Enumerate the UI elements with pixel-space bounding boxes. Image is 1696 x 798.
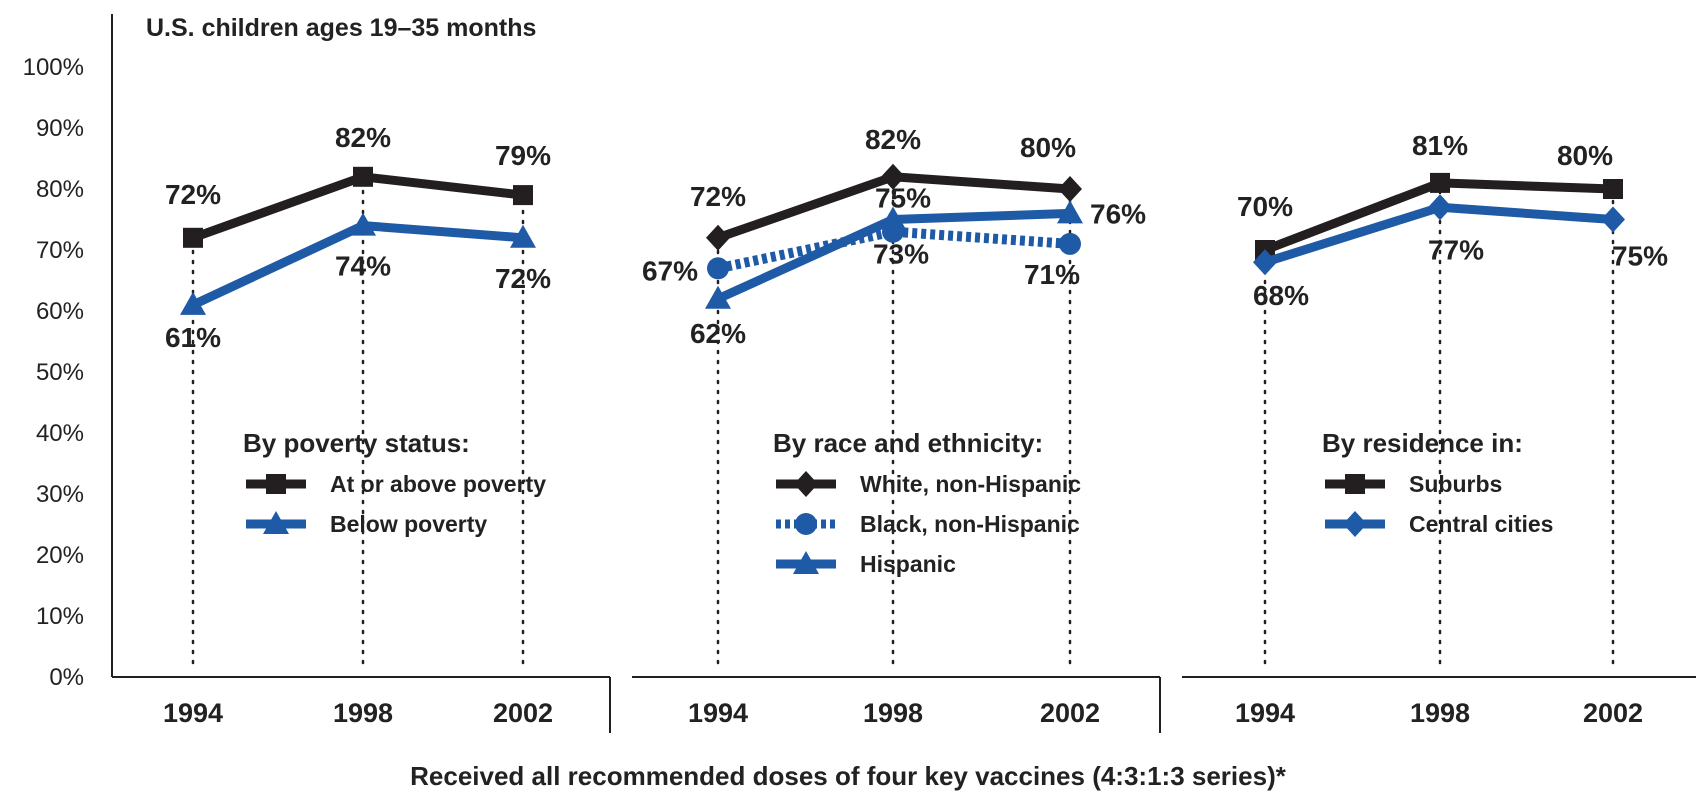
y-tick-label: 40% xyxy=(36,420,84,447)
marker-triangle xyxy=(263,511,289,534)
y-tick-label: 10% xyxy=(36,603,84,630)
marker-diamond xyxy=(794,471,818,497)
marker-triangle xyxy=(350,212,376,236)
data-label: 62% xyxy=(690,318,746,349)
y-tick-label: 60% xyxy=(36,298,84,325)
marker-square xyxy=(183,227,203,248)
marker-diamond xyxy=(1058,176,1082,202)
series-line xyxy=(716,226,1071,274)
x-tick-label: 2002 xyxy=(1040,698,1100,728)
data-label: 79% xyxy=(495,140,551,171)
data-label: 68% xyxy=(1253,280,1309,311)
y-tick-label: 80% xyxy=(36,176,84,203)
data-label: 72% xyxy=(690,181,746,212)
series-layer xyxy=(180,163,1625,315)
data-label: 80% xyxy=(1020,132,1076,163)
x-tick-label: 1998 xyxy=(1410,698,1470,728)
marker-triangle xyxy=(1057,200,1083,224)
data-label: 76% xyxy=(1090,198,1146,229)
legends-layer: By poverty status: At or above poverty Bel… xyxy=(243,428,1553,577)
marker-square xyxy=(1603,179,1623,199)
y-tick-label: 100% xyxy=(23,54,84,81)
x-tick-label: 1994 xyxy=(688,698,748,728)
marker-circle xyxy=(795,513,817,535)
legend-title: By residence in: xyxy=(1322,428,1523,458)
data-label: 74% xyxy=(335,251,391,282)
data-label: 77% xyxy=(1428,234,1484,265)
x-tick-label: 2002 xyxy=(1583,698,1643,728)
data-label: 70% xyxy=(1237,191,1293,222)
chart-subtitle: U.S. children ages 19–35 months xyxy=(146,14,536,42)
legend-label: At or above poverty xyxy=(330,471,546,497)
y-tick-label: 0% xyxy=(49,664,84,691)
x-tick-label: 1994 xyxy=(1235,698,1295,728)
data-label: 75% xyxy=(875,183,931,214)
marker-square xyxy=(353,166,373,187)
data-label: 75% xyxy=(1612,241,1668,272)
marker-diamond xyxy=(706,224,730,251)
marker-diamond xyxy=(1253,249,1277,276)
marker-square xyxy=(513,185,533,206)
y-tick-label: 30% xyxy=(36,481,84,508)
data-label: 81% xyxy=(1412,130,1468,161)
data-label: 82% xyxy=(865,124,921,155)
marker-diamond xyxy=(1343,511,1367,537)
labels-layer: 72% 82% 79% 61% 74% 72% 72% 82% 80% 67% 73% 71% 62% 7… xyxy=(165,122,1668,353)
marker-square xyxy=(1345,474,1365,494)
data-label: 71% xyxy=(1024,259,1080,290)
x-tick-label: 2002 xyxy=(493,698,553,728)
x-tick-label: 1994 xyxy=(163,698,223,728)
y-tick-label: 20% xyxy=(36,542,84,569)
x-tick-label: 1998 xyxy=(863,698,923,728)
marker-diamond xyxy=(1428,194,1452,221)
data-label: 67% xyxy=(642,255,698,286)
y-tick-label: 50% xyxy=(36,359,84,386)
legend-label: Suburbs xyxy=(1409,471,1502,497)
marker-triangle xyxy=(510,224,536,248)
legend-label: Hispanic xyxy=(860,551,956,577)
marker-circle xyxy=(707,257,729,280)
y-tick-label: 90% xyxy=(36,115,84,142)
marker-diamond xyxy=(881,163,905,190)
legend-label: Central cities xyxy=(1409,511,1553,537)
data-label: 61% xyxy=(165,322,221,353)
marker-triangle xyxy=(180,291,206,315)
guide-lines xyxy=(191,175,1615,665)
data-label: 72% xyxy=(165,179,221,210)
data-label: 80% xyxy=(1557,140,1613,171)
marker-circle xyxy=(1059,232,1081,255)
legend-label: Black, non-Hispanic xyxy=(860,511,1080,537)
data-label: 82% xyxy=(335,122,391,153)
data-label: 73% xyxy=(873,239,929,270)
legend-label: Below poverty xyxy=(330,511,487,537)
legend-title: By race and ethnicity: xyxy=(773,428,1043,458)
marker-square xyxy=(266,474,286,494)
marker-square xyxy=(1430,172,1450,193)
marker-diamond xyxy=(1601,206,1625,233)
marker-triangle xyxy=(705,285,731,309)
chart-caption: Received all recommended doses of four k… xyxy=(410,761,1287,791)
x-tick-label: 1998 xyxy=(333,698,393,728)
y-tick-label: 70% xyxy=(36,237,84,264)
legend-title: By poverty status: xyxy=(243,428,470,458)
legend-label: White, non-Hispanic xyxy=(860,471,1081,497)
marker-triangle xyxy=(880,206,906,230)
axes: 0% 10% 20% 30% 40% 50% 60% 70% 80% 90% 100% 1994 199… xyxy=(23,14,1696,733)
data-label: 72% xyxy=(495,263,551,294)
marker-triangle xyxy=(793,551,819,574)
